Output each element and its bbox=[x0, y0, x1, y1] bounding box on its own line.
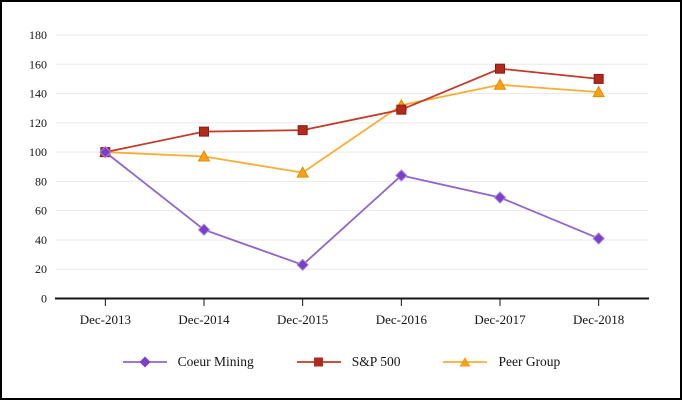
x-axis-tick-label: Dec-2014 bbox=[178, 312, 230, 327]
y-axis-tick-label: 100 bbox=[29, 145, 47, 159]
diamond-marker-icon bbox=[296, 258, 309, 272]
chart-legend: Coeur Mining S&P 500 Peer Group bbox=[2, 354, 680, 370]
triangle-marker-icon bbox=[493, 78, 507, 90]
square-marker-icon bbox=[593, 73, 604, 84]
legend-label-sp500: S&P 500 bbox=[351, 354, 401, 369]
coeur-mining-swatch bbox=[122, 356, 167, 368]
y-axis-tick-label: 140 bbox=[29, 87, 47, 101]
triangle-marker-icon bbox=[296, 166, 310, 178]
x-axis-tick-label: Dec-2013 bbox=[80, 312, 131, 327]
y-axis-tick-label: 60 bbox=[35, 204, 47, 218]
diamond-marker-icon bbox=[197, 223, 211, 236]
x-axis-tick-label: Dec-2018 bbox=[573, 312, 624, 327]
diamond-marker-icon bbox=[139, 356, 151, 368]
y-axis-tick-label: 40 bbox=[35, 233, 47, 247]
x-axis-tick-label: Dec-2015 bbox=[277, 312, 328, 327]
y-axis-tick-label: 120 bbox=[29, 116, 47, 130]
square-marker-icon bbox=[495, 63, 505, 74]
square-marker-icon bbox=[396, 104, 407, 115]
y-axis-tick-label: 20 bbox=[35, 262, 47, 276]
series-line bbox=[104, 151, 600, 266]
triangle-marker-icon bbox=[197, 149, 211, 162]
legend-label-coeur-mining: Coeur Mining bbox=[177, 354, 254, 369]
series-s-p-500 bbox=[100, 63, 604, 158]
legend-item-coeur-mining: Coeur Mining bbox=[122, 354, 254, 370]
series-line bbox=[105, 83, 599, 174]
x-axis-tick-label: Dec-2017 bbox=[474, 312, 526, 327]
series-line bbox=[105, 67, 599, 153]
sp500-swatch bbox=[296, 357, 341, 367]
square-marker-icon bbox=[297, 125, 308, 136]
legend-item-sp500: S&P 500 bbox=[296, 354, 401, 370]
y-axis-tick-label: 180 bbox=[29, 28, 47, 42]
legend-label-peer-group: Peer Group bbox=[498, 354, 561, 369]
x-axis-tick-label: Dec-2016 bbox=[376, 312, 428, 327]
diamond-marker-icon bbox=[99, 145, 112, 159]
y-axis-tick-label: 80 bbox=[35, 174, 47, 188]
legend-item-peer-group: Peer Group bbox=[442, 354, 560, 370]
square-marker-icon bbox=[199, 126, 209, 137]
square-marker-icon bbox=[313, 357, 323, 367]
y-axis-tick-label: 160 bbox=[29, 57, 47, 71]
y-axis-tick-label: 0 bbox=[41, 292, 47, 306]
series-coeur-mining bbox=[99, 145, 605, 272]
diamond-marker-icon bbox=[493, 191, 507, 204]
diamond-marker-icon bbox=[592, 232, 605, 245]
diamond-marker-icon bbox=[395, 169, 408, 182]
triangle-marker-icon bbox=[592, 85, 606, 98]
triangle-marker-icon bbox=[459, 357, 471, 367]
peer-group-swatch bbox=[443, 357, 488, 367]
